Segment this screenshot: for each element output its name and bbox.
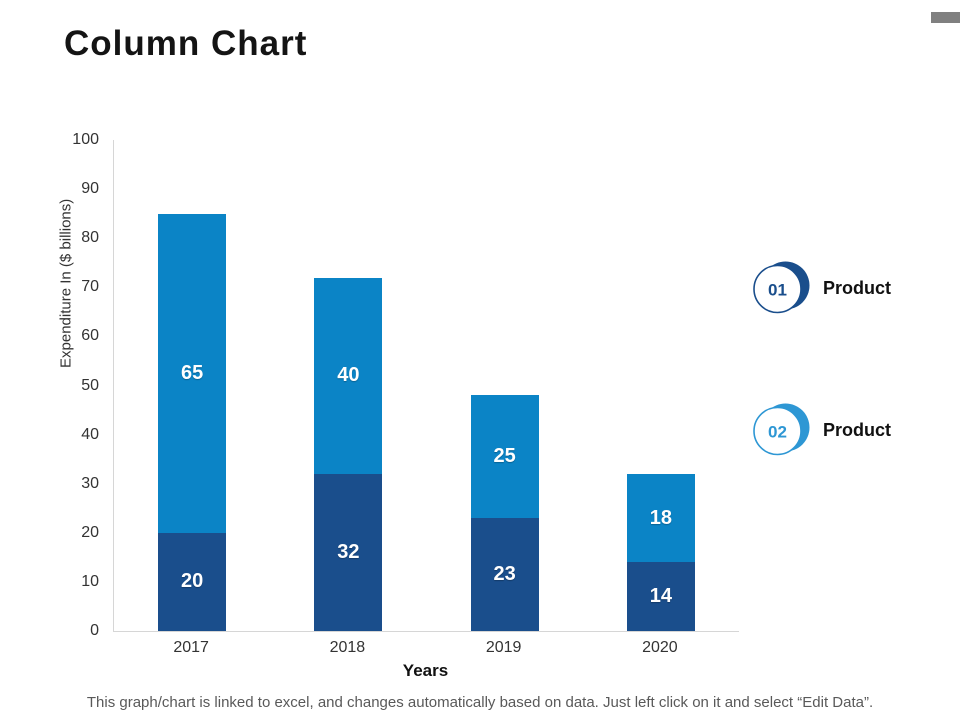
y-tick-label: 80 [81,229,99,247]
bar-value-label: 32 [337,540,360,563]
x-tick-label: 2020 [642,639,678,656]
y-tick-label: 40 [81,425,99,443]
legend-item-product-02: 02 Product [752,401,891,459]
stacked-bar-2017[interactable]: 65 20 [158,213,227,631]
page-title: Column Chart [64,24,308,63]
bar-value-label: 20 [181,570,204,593]
y-tick-label: 50 [81,376,99,394]
y-tick-label: 10 [81,572,99,590]
bar-slot: 40 32 [270,140,426,631]
legend-label: Product [823,277,892,298]
y-tick-label: 60 [81,327,99,345]
stacked-bar-2019[interactable]: 25 23 [470,395,539,631]
footer-note: This graph/chart is linked to excel, and… [86,694,874,711]
x-axis-title: Years [402,661,449,680]
legend-badge-01-icon: 01 [753,261,810,314]
legend-badge-02-icon: 02 [753,403,810,456]
y-tick-label: 20 [81,523,99,541]
bar-value-label: 40 [337,364,360,387]
y-tick-label: 30 [81,474,99,492]
y-axis: 0 10 20 30 40 50 60 70 80 90 100 [50,131,105,639]
plot-area[interactable]: 65 20 40 32 25 23 18 14 [113,140,739,632]
legend-item-product-01: 01 Product [752,259,891,317]
bar-segment[interactable]: 20 [158,532,227,631]
bar-value-label: 18 [649,506,672,529]
bar-segment[interactable]: 32 [314,473,383,631]
legend-label: Product [823,419,892,440]
y-tick-label: 100 [72,131,99,148]
x-tick-label: 2017 [173,639,209,656]
bar-value-label: 25 [493,445,516,468]
bar-value-label: 23 [493,563,516,586]
bar-value-label: 65 [181,361,204,384]
y-tick-label: 90 [81,180,99,198]
badge-number: 02 [768,423,787,442]
bar-segment[interactable]: 18 [626,473,695,563]
x-tick-label: 2019 [485,639,522,656]
bar-slot: 25 23 [427,140,583,631]
badge-ring [753,406,802,456]
corner-tab-decoration [931,12,960,23]
bar-segment[interactable]: 25 [470,395,539,519]
bar-slot: 65 20 [114,140,270,631]
bar-segment[interactable]: 40 [314,277,383,474]
bar-segment[interactable]: 65 [158,213,227,533]
bar-slot: 18 14 [583,140,739,631]
stacked-bar-2018[interactable]: 40 32 [314,277,383,631]
bar-segment[interactable]: 23 [470,518,539,631]
bar-value-label: 14 [649,585,672,608]
x-axis: 2017 2018 2019 2020 [113,639,738,657]
badge-number: 01 [768,281,787,300]
y-tick-label: 70 [81,278,99,296]
x-tick-label: 2018 [329,639,366,656]
stacked-bar-2020[interactable]: 18 14 [626,473,695,631]
bar-segment[interactable]: 14 [626,562,695,631]
badge-ring [753,264,802,314]
y-tick-label: 0 [90,622,99,639]
